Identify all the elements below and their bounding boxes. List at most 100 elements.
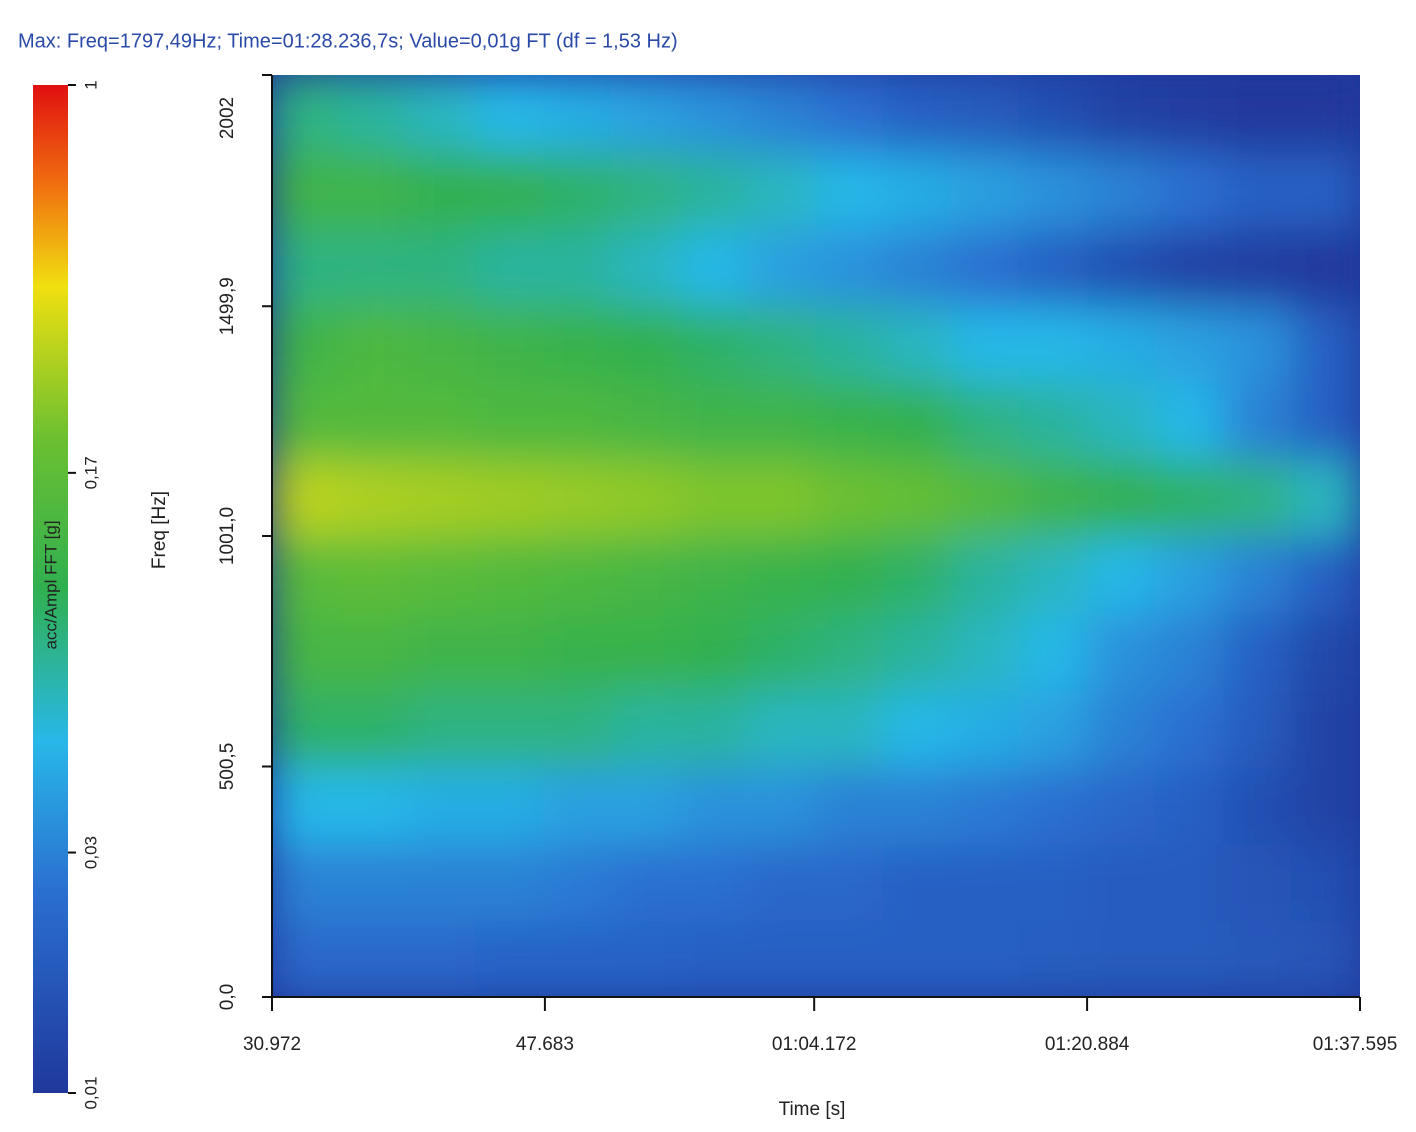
heatmap-cell [611,227,681,307]
heatmap-cell [747,304,817,384]
heatmap-cell [1155,919,1225,997]
heatmap-cell [1291,458,1360,537]
heatmap-cell [883,765,953,845]
heatmap-cell [815,611,885,691]
heatmap-cell [543,381,613,461]
heatmap-cell [679,458,749,537]
heatmap-cell [747,535,817,614]
heatmap-cell [475,150,545,230]
heatmap-cell [815,227,885,307]
heatmap-cell [1291,304,1360,384]
heatmap-cell [475,75,545,153]
heatmap-cell [1087,381,1157,461]
heatmap-cell [543,688,613,768]
heatmap-cell [611,381,681,461]
heatmap-cell [1019,535,1089,614]
heatmap-cell [1223,381,1293,461]
heatmap-cell [543,227,613,307]
heatmap-cell [1223,765,1293,845]
heatmap-cell [543,150,613,230]
heatmap-cell [407,842,477,922]
heatmap-cell [1087,842,1157,922]
heatmap-cell [747,688,817,768]
heatmap-cell [272,688,341,768]
y-tick-label: 0,0 [217,984,238,1010]
heatmap-cell [1155,381,1225,461]
y-axis-label: Freq [Hz] [149,491,170,569]
x-tick-label: 01:04.172 [772,1034,857,1055]
heatmap-cell [1155,765,1225,845]
heatmap-cell [747,381,817,461]
heatmap-cell [1019,765,1089,845]
heatmap-cell [272,919,341,997]
heatmap-cell [339,304,409,384]
heatmap-cell [815,75,885,153]
heatmap-cell [543,458,613,537]
heatmap-cell [1155,227,1225,307]
heatmap-cell [611,535,681,614]
heatmap-cell [883,381,953,461]
heatmap-cell [1291,611,1360,691]
heatmap-cell [475,381,545,461]
heatmap-cell [611,150,681,230]
x-tick-label: 01:20.884 [1045,1034,1130,1055]
heatmap-cell [1087,611,1157,691]
heatmap-cell [1223,842,1293,922]
heatmap-cell [815,535,885,614]
heatmap-cell [475,458,545,537]
heatmap-cell [1155,842,1225,922]
heatmap-cell [1019,75,1089,153]
heatmap-cell [407,611,477,691]
heatmap-cell [1087,227,1157,307]
heatmap-cell [747,919,817,997]
heatmap-cell [407,304,477,384]
heatmap-cell [1291,381,1360,461]
heatmap-cell [272,611,341,691]
heatmap-cell [1291,75,1360,153]
heatmap-cell [475,842,545,922]
heatmap-cell [339,458,409,537]
heatmap-cell [679,304,749,384]
heatmap-cell [611,765,681,845]
heatmap-cell [951,688,1021,768]
x-tick-label: 30.972 [243,1034,301,1055]
heatmap [272,75,1360,997]
heatmap-cell [1087,535,1157,614]
heatmap-cell [679,381,749,461]
heatmap-cell [679,150,749,230]
heatmap-cell [1087,75,1157,153]
heatmap-cell [951,919,1021,997]
heatmap-cell [747,611,817,691]
heatmap-cell [747,458,817,537]
heatmap-cell [883,150,953,230]
heatmap-cell [883,688,953,768]
heatmap-cell [611,688,681,768]
heatmap-cell [1087,688,1157,768]
heatmap-cell [1087,458,1157,537]
heatmap-cell [475,535,545,614]
heatmap-cell [475,919,545,997]
heatmap-cell [1223,535,1293,614]
heatmap-cell [1019,381,1089,461]
heatmap-cell [272,458,341,537]
heatmap-cell [883,842,953,922]
heatmap-cell [951,535,1021,614]
heatmap-cell [679,75,749,153]
heatmap-cell [272,381,341,461]
heatmap-cell [339,535,409,614]
chart-title: Max: Freq=1797,49Hz; Time=01:28.236,7s; … [18,30,678,52]
heatmap-cell [1223,304,1293,384]
heatmap-cell [1155,150,1225,230]
heatmap-cell [951,842,1021,922]
y-tick-label: 1001,0 [217,507,238,565]
colorbar-tick-label: 0,17 [81,456,100,489]
colorbar-tick-label: 0,03 [81,836,100,869]
heatmap-cell [679,919,749,997]
heatmap-cell [407,381,477,461]
heatmap-cell [543,611,613,691]
heatmap-cell [1087,919,1157,997]
x-tick-label: 01:37.595 [1313,1034,1398,1055]
heatmap-cell [1019,919,1089,997]
heatmap-cell [815,381,885,461]
